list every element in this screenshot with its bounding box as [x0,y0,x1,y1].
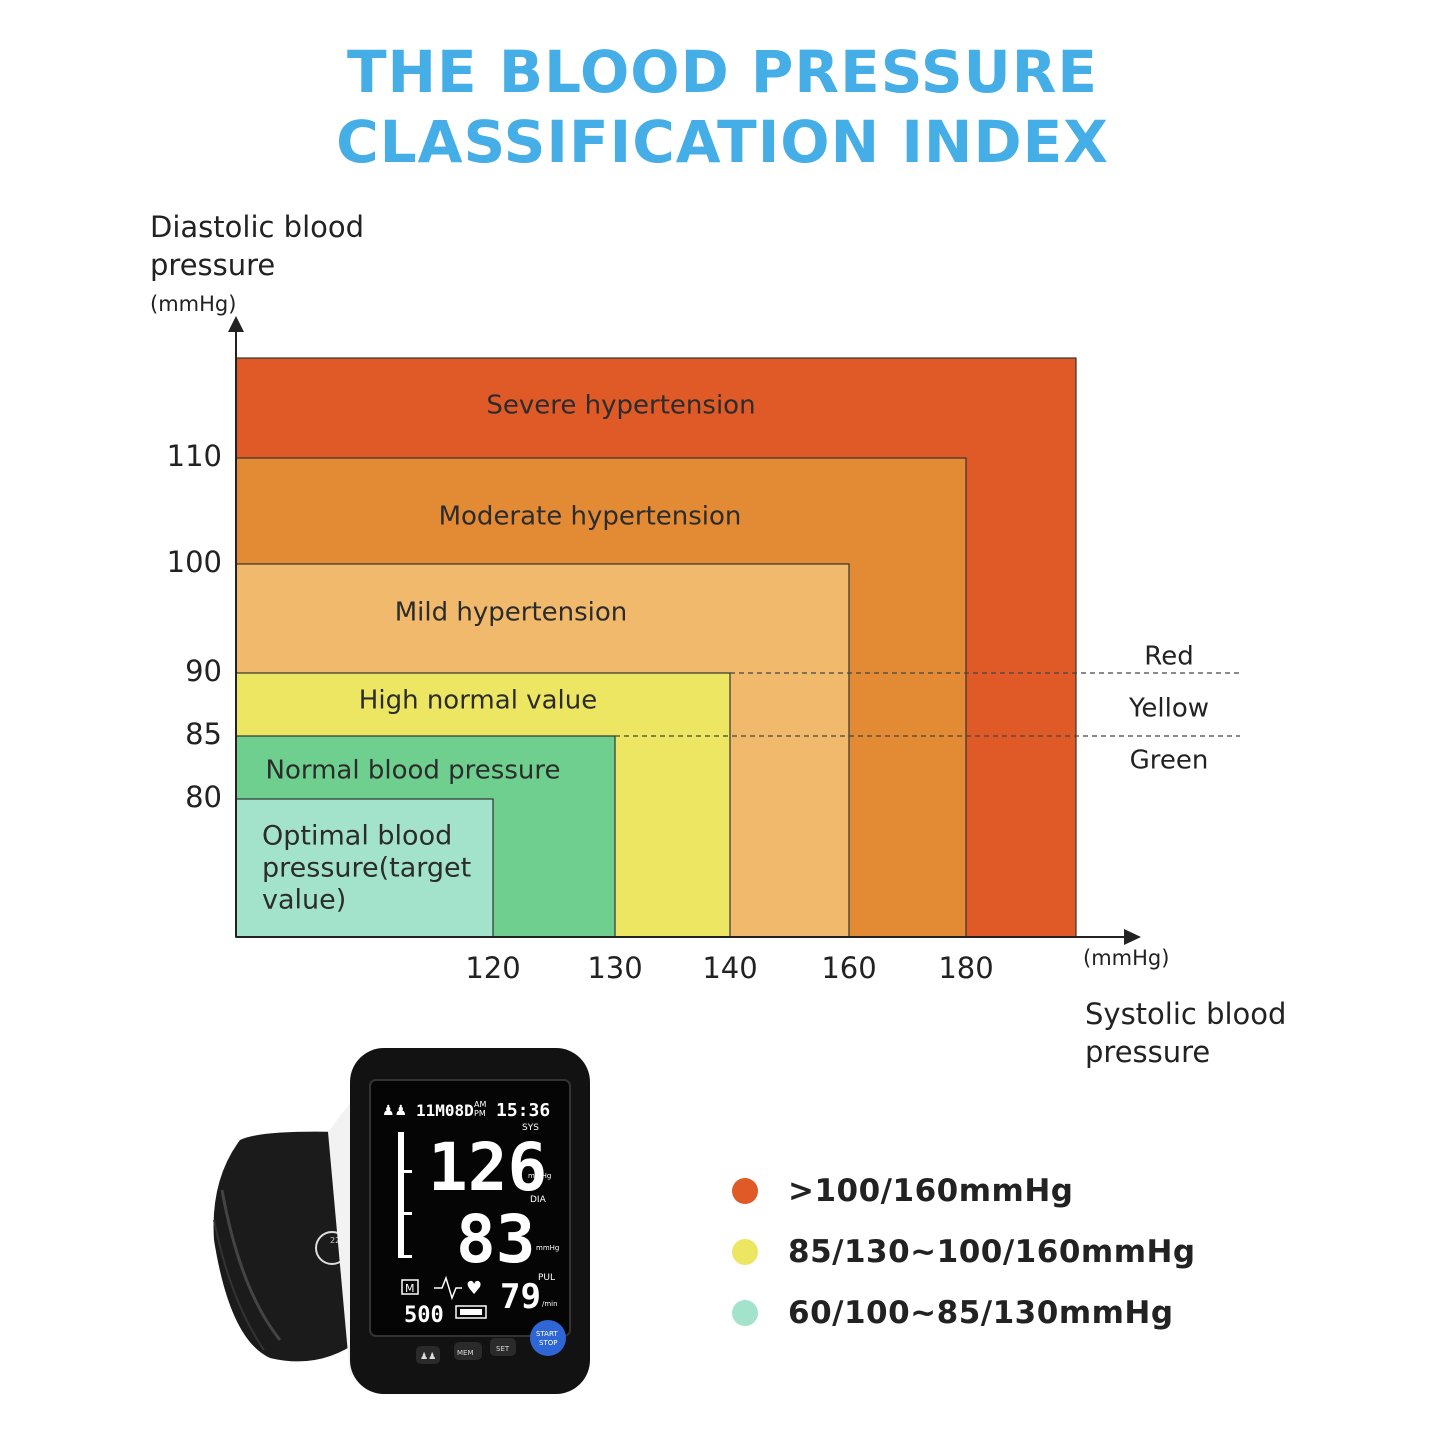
pul-value: 79 [500,1277,541,1317]
pm-label: PM [474,1109,486,1118]
bp-classification-chart: Severe hypertension Moderate hypertension… [167,316,1240,985]
legend-item-yellow: 85/130~100/160mmHg [732,1221,1196,1282]
memory-count: 500 [404,1303,444,1328]
legend-dot-red [732,1177,758,1204]
time-display: 15:36 [496,1100,550,1121]
band-label-yellow: Yellow [1128,694,1209,724]
stop-label: STOP [539,1339,557,1347]
start-stop-button[interactable] [530,1320,566,1356]
y-axis-arrow [228,316,244,332]
legend-item-green: 60/100~85/130mmHg [732,1282,1196,1343]
zone-label-6-line2: pressure(target [262,853,471,884]
x-axis-label: Systolic blood pressure [1085,995,1286,1071]
zone-label-6-line3: value) [262,885,346,916]
set-button-label: SET [496,1345,510,1353]
legend-text-green: 60/100~85/130mmHg [788,1294,1174,1331]
pulse-wave-icon [434,1275,462,1301]
bp-level-bar [398,1132,404,1258]
band-label-red: Red [1144,642,1193,672]
x-tick-160: 160 [821,951,876,985]
zone-label-1: Severe hypertension [486,391,755,421]
monitor-screen [369,1079,571,1337]
legend-dot-green [732,1299,758,1326]
sys-label: SYS [522,1123,539,1133]
y-axis-label: Diastolic blood pressure [150,208,364,284]
band-label-green: Green [1130,746,1209,776]
zone-label-3: Mild hypertension [395,598,628,628]
x-tick-130: 130 [587,951,642,985]
user-switch-button[interactable] [416,1346,440,1364]
x-tick-180: 180 [938,951,993,985]
x-tick-140: 140 [702,951,757,985]
zone-label-6-line1: Optimal blood [262,821,452,852]
page-title-line1: THE BLOOD PRESSURE [346,38,1099,106]
y-tick-100: 100 [167,545,222,579]
user-icon: ♟♟ [382,1103,407,1119]
legend-dot-yellow [732,1238,758,1265]
zone-6 [235,798,494,938]
legend-item-red: >100/160mmHg [732,1160,1196,1221]
user-switch-icon: ♟♟ [420,1352,436,1362]
y-tick-80: 80 [185,780,222,814]
legend: >100/160mmHg 85/130~100/160mmHg 60/100~8… [732,1160,1196,1343]
x-axis-unit: (mmHg) [1083,946,1170,970]
page-title-line2: CLASSIFICATION INDEX [336,108,1109,176]
mem-button[interactable] [454,1342,482,1360]
date-display: 11M08D [416,1101,474,1120]
sys-value: 126 [428,1129,547,1206]
y-axis-label-line2: pressure [150,248,276,282]
x-axis-label-line2: pressure [1085,1035,1211,1069]
x-tick-120: 120 [465,951,520,985]
am-label: AM [474,1100,486,1109]
x-axis-arrow [1124,929,1141,945]
y-tick-90: 90 [185,654,222,688]
dia-label: DIA [530,1195,547,1205]
legend-text-red: >100/160mmHg [788,1172,1074,1209]
mem-button-label: MEM [457,1349,474,1357]
bp-monitor-device: 22-42 ♟♟ 11M08D AM PM 15:36 SYS 126 mmHg… [213,1048,590,1394]
set-button[interactable] [490,1338,516,1356]
y-axis-unit: (mmHg) [150,292,237,316]
zone-label-2: Moderate hypertension [439,502,742,532]
y-axis-label-line1: Diastolic blood [150,210,365,244]
x-axis-label-line1: Systolic blood [1085,997,1287,1031]
zone-label-5: Normal blood pressure [266,756,561,786]
y-tick-85: 85 [185,717,222,751]
y-tick-110: 110 [167,439,222,473]
pul-label: PUL [538,1273,555,1283]
memory-icon [401,1279,419,1295]
unit-label-top: mmHg [528,1172,551,1180]
pul-unit: /min [542,1300,558,1308]
battery-icon [455,1305,487,1319]
memory-icon-letter: M [405,1282,415,1295]
start-label: START [536,1330,558,1338]
legend-text-yellow: 85/130~100/160mmHg [788,1233,1196,1270]
dia-value: 83 [456,1201,535,1278]
zone-label-4: High normal value [359,686,597,716]
unit-label-bottom: mmHg [536,1244,559,1252]
cuff [213,1131,360,1362]
heart-icon: ♥ [466,1278,482,1299]
